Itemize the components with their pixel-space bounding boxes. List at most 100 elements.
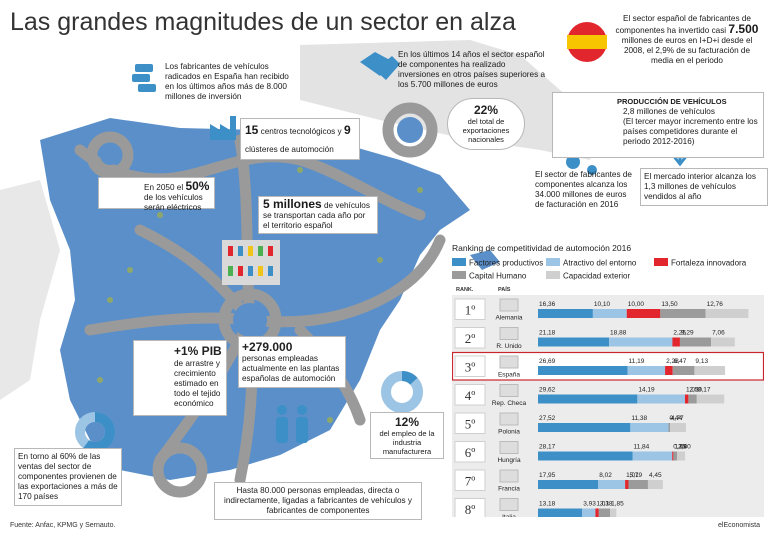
bar-segment	[538, 423, 631, 432]
transport-value: 5 millones	[263, 197, 322, 211]
rank-label: 4º	[465, 388, 476, 403]
employment-share-card: 12% del empleo de la industria manufactu…	[370, 412, 444, 459]
bar-segment	[538, 366, 628, 375]
source-note: Fuente: Anfac, KPMG y Sernauto.	[10, 522, 116, 529]
bar-segment	[538, 451, 633, 461]
production-title: PRODUCCIÓN DE VEHÍCULOS	[617, 97, 727, 106]
value-label: 1,85	[611, 501, 624, 508]
electric-pre: En 2050 el	[144, 183, 184, 192]
ranking-title: Ranking de competitividad de automoción …	[452, 243, 632, 253]
rank-cell	[454, 498, 486, 517]
bar-segment	[538, 508, 583, 517]
bar-segment	[538, 480, 599, 489]
country-label: Alemania	[495, 315, 522, 322]
rd-spend-post: millones de euros en I+D+i desde el 2008…	[621, 36, 753, 65]
value-label: 7,06	[712, 330, 725, 337]
value-label: –	[670, 415, 674, 422]
bar-segment	[696, 394, 725, 404]
bar-segment	[705, 309, 749, 318]
rank-label: 2º	[465, 331, 476, 346]
employees-card: +279.000 personas empleadas actualmente …	[238, 336, 346, 388]
rank-cell	[454, 384, 486, 406]
bar-segment	[592, 309, 627, 318]
rank-cell	[454, 412, 486, 434]
flag-icon	[499, 469, 519, 483]
column-header-rank: RANK.	[456, 287, 474, 293]
rank-label: 7º	[465, 473, 476, 488]
value-label: 28,17	[539, 444, 556, 451]
employees-label: personas empleadas actualmente en las pl…	[242, 354, 340, 383]
bar-segment	[626, 309, 661, 318]
flag-icon	[499, 327, 519, 340]
pib-card: +1% PIB de arrastre y crecimiento estima…	[133, 340, 227, 416]
legend-swatch	[452, 271, 466, 279]
ranking-chart: Factores productivos Atractivo del entorn…	[452, 258, 764, 517]
pib-label: de arrastre y crecimiento estimado en to…	[174, 359, 221, 408]
value-label: 3,38	[600, 501, 613, 508]
bar-segment	[665, 366, 673, 375]
legend-label: Fortaleza innovadora	[671, 259, 747, 268]
production-detail: (El tercer mayor incremento entre los pa…	[623, 117, 758, 146]
value-label: 3,93	[583, 501, 596, 508]
value-label: 5,79	[630, 472, 643, 479]
transport-label: de vehículos se transportan cada año por…	[263, 201, 370, 230]
electric-value: 50%	[185, 179, 210, 193]
value-label: 6,47	[674, 358, 687, 365]
country-label: Francia	[498, 486, 520, 493]
clusters-count: 9	[343, 123, 351, 137]
brand-logo: elEconomista	[718, 522, 761, 529]
value-label: 4,45	[649, 472, 662, 479]
export-sales-text: En torno al 60% de las ventas del sector…	[18, 452, 118, 501]
domestic-market-card: El mercado interior alcanza los 1,3 mill…	[640, 168, 768, 206]
flag-icon	[499, 498, 519, 511]
investment-abroad-note: En los últimos 14 años el sector español…	[398, 50, 545, 89]
bar-segment	[668, 423, 670, 432]
bar-segment	[625, 480, 629, 489]
value-label: 9,13	[695, 358, 708, 365]
bar-segment	[598, 508, 611, 517]
legend-swatch	[546, 258, 560, 266]
spain-flag-icon	[567, 22, 607, 62]
value-label: 8,02	[599, 472, 612, 479]
employment-share-value: 12%	[394, 415, 420, 429]
value-label: 11,19	[629, 358, 645, 365]
value-label: 12,76	[707, 301, 724, 308]
value-label: 2,40	[678, 444, 691, 451]
value-label: 9,29	[681, 330, 694, 337]
value-label: 1,01	[626, 472, 639, 479]
bar-segment	[684, 394, 689, 404]
production-value: 2,8 millones de vehículos	[623, 107, 715, 116]
people-icon	[276, 405, 308, 443]
bar-segment	[679, 337, 712, 347]
value-label: 29,62	[539, 387, 556, 394]
bar-segment	[688, 394, 697, 404]
tech-centers-label: centros tecnológicos y	[260, 127, 342, 136]
bar-segment	[637, 394, 685, 404]
rank-cell	[454, 298, 486, 320]
rank-cell	[454, 327, 486, 349]
legend-label: Atractivo del entorno	[563, 259, 637, 268]
value-label: 4,77	[671, 415, 684, 422]
bar-segment	[595, 508, 599, 517]
legend-swatch	[546, 271, 560, 279]
investment-received-note: Los fabricantes de vehículos radicados e…	[165, 62, 289, 101]
bar-segment	[632, 451, 673, 461]
bar-segment	[647, 480, 663, 489]
country-label: Rep. Checa	[492, 400, 527, 407]
rank-label: 3º	[465, 359, 476, 374]
bar-segment	[582, 508, 596, 517]
money-icon	[132, 64, 156, 92]
value-label: 16,36	[539, 301, 556, 308]
value-label: 0,44	[670, 415, 683, 422]
bar-segment	[609, 337, 673, 347]
electric-post: de los vehículos serán eléctricos	[144, 193, 203, 212]
rank-label: 8º	[465, 502, 476, 517]
value-label: 8,17	[698, 387, 711, 394]
factory-icon	[210, 116, 236, 140]
rank-label: 6º	[465, 445, 476, 460]
bar-segment	[538, 309, 593, 318]
legend-swatch	[452, 258, 466, 266]
exports-share-label: del total de exportaciones nacionales	[462, 117, 510, 144]
competitiveness-ranking: Ranking de competitividad de automoción …	[452, 243, 764, 253]
bar-segment	[711, 337, 735, 347]
